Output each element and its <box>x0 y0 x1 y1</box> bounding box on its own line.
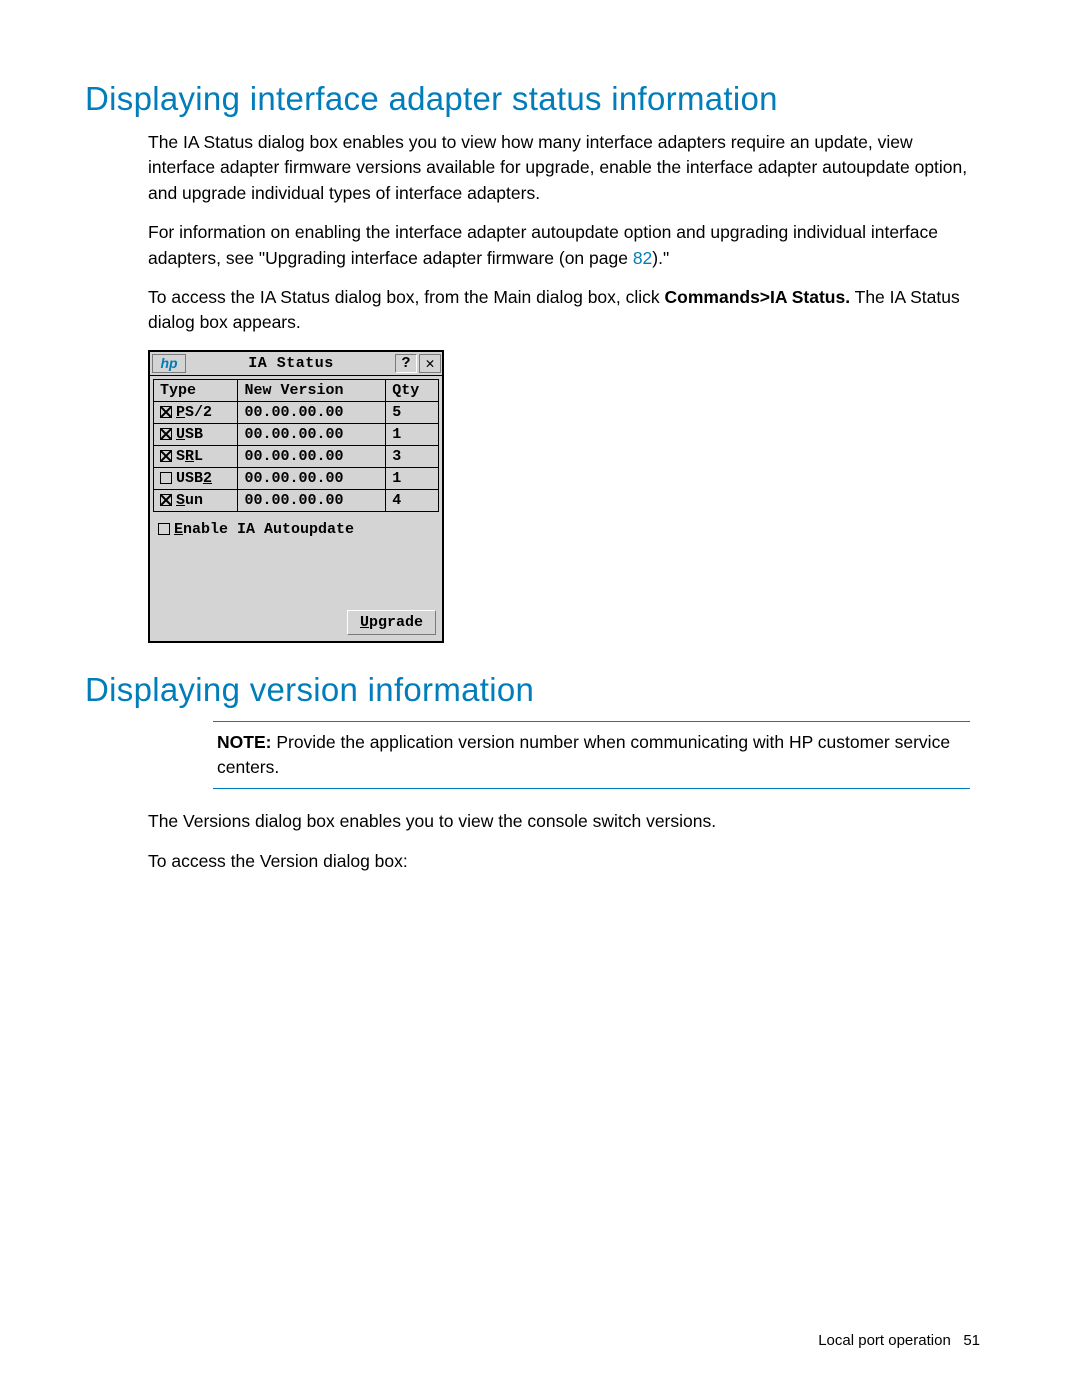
note-text: Provide the application version number w… <box>217 732 950 777</box>
close-button[interactable]: ✕ <box>419 354 441 373</box>
checkbox-usb2[interactable] <box>160 472 172 484</box>
menu-path-text: Commands>IA Status. <box>665 287 851 307</box>
paragraph-versions-access: To access the Version dialog box: <box>148 849 970 874</box>
paragraph-intro: The IA Status dialog box enables you to … <box>148 130 970 206</box>
hotkey-letter: P <box>176 404 185 421</box>
type-label: SB <box>185 426 203 443</box>
checkbox-autoupdate[interactable] <box>158 523 170 535</box>
hotkey-letter: 2 <box>203 470 212 487</box>
paragraph-access-instructions: To access the IA Status dialog box, from… <box>148 285 970 336</box>
qty-cell: 5 <box>386 401 439 423</box>
table-row[interactable]: Sun 00.00.00.00 4 <box>154 489 439 511</box>
dialog-titlebar: hp IA Status ? ✕ <box>150 352 442 376</box>
version-cell: 00.00.00.00 <box>238 467 386 489</box>
hp-logo-icon: hp <box>152 354 186 373</box>
ia-status-table: Type New Version Qty PS/2 00.00.00.00 5 … <box>153 379 439 512</box>
qty-cell: 1 <box>386 467 439 489</box>
dialog-title: IA Status <box>188 352 394 375</box>
section-heading-version-info: Displaying version information <box>85 671 980 709</box>
hotkey-letter: S <box>176 492 185 509</box>
table-row[interactable]: USB 00.00.00.00 1 <box>154 423 439 445</box>
table-row[interactable]: PS/2 00.00.00.00 5 <box>154 401 439 423</box>
hotkey-letter: U <box>360 614 369 631</box>
version-cell: 00.00.00.00 <box>238 489 386 511</box>
dialog-spacer <box>150 542 442 606</box>
version-cell: 00.00.00.00 <box>238 401 386 423</box>
checkbox-usb[interactable] <box>160 428 172 440</box>
button-label: pgrade <box>369 614 423 631</box>
upgrade-button[interactable]: Upgrade <box>347 610 436 635</box>
type-label: un <box>185 492 203 509</box>
qty-cell: 4 <box>386 489 439 511</box>
version-cell: 00.00.00.00 <box>238 445 386 467</box>
column-header-qty: Qty <box>386 379 439 401</box>
type-label: S/2 <box>185 404 212 421</box>
table-header-row: Type New Version Qty <box>154 379 439 401</box>
checkbox-ps2[interactable] <box>160 406 172 418</box>
qty-cell: 1 <box>386 423 439 445</box>
note-label: NOTE: <box>217 732 271 752</box>
version-cell: 00.00.00.00 <box>238 423 386 445</box>
help-button[interactable]: ? <box>395 354 417 373</box>
hotkey-letter: U <box>176 426 185 443</box>
page-footer: Local port operation 51 <box>818 1332 980 1349</box>
autoupdate-option[interactable]: Enable IA Autoupdate <box>150 515 442 542</box>
note-callout: NOTE: Provide the application version nu… <box>213 721 970 790</box>
text-fragment: )." <box>652 248 669 268</box>
paragraph-crossref: For information on enabling the interfac… <box>148 220 970 271</box>
qty-cell: 3 <box>386 445 439 467</box>
footer-section-name: Local port operation <box>818 1332 951 1349</box>
table-row[interactable]: SRL 00.00.00.00 3 <box>154 445 439 467</box>
table-row[interactable]: USB2 00.00.00.00 1 <box>154 467 439 489</box>
text-fragment: For information on enabling the interfac… <box>148 222 938 267</box>
footer-page-number: 51 <box>963 1332 980 1349</box>
page-reference-link[interactable]: 82 <box>633 248 652 268</box>
ia-status-dialog: hp IA Status ? ✕ Type New Version Qty PS… <box>148 350 444 643</box>
paragraph-versions-intro: The Versions dialog box enables you to v… <box>148 809 970 834</box>
column-header-type: Type <box>154 379 238 401</box>
section-heading-ia-status: Displaying interface adapter status info… <box>85 80 980 118</box>
hotkey-letter: R <box>185 448 194 465</box>
type-label: L <box>194 448 203 465</box>
checkbox-sun[interactable] <box>160 494 172 506</box>
checkbox-srl[interactable] <box>160 450 172 462</box>
hotkey-letter: E <box>174 521 183 538</box>
type-label: S <box>176 448 185 465</box>
type-label: USB <box>176 470 203 487</box>
autoupdate-label: nable IA Autoupdate <box>183 521 354 538</box>
text-fragment: To access the IA Status dialog box, from… <box>148 287 665 307</box>
column-header-version: New Version <box>238 379 386 401</box>
